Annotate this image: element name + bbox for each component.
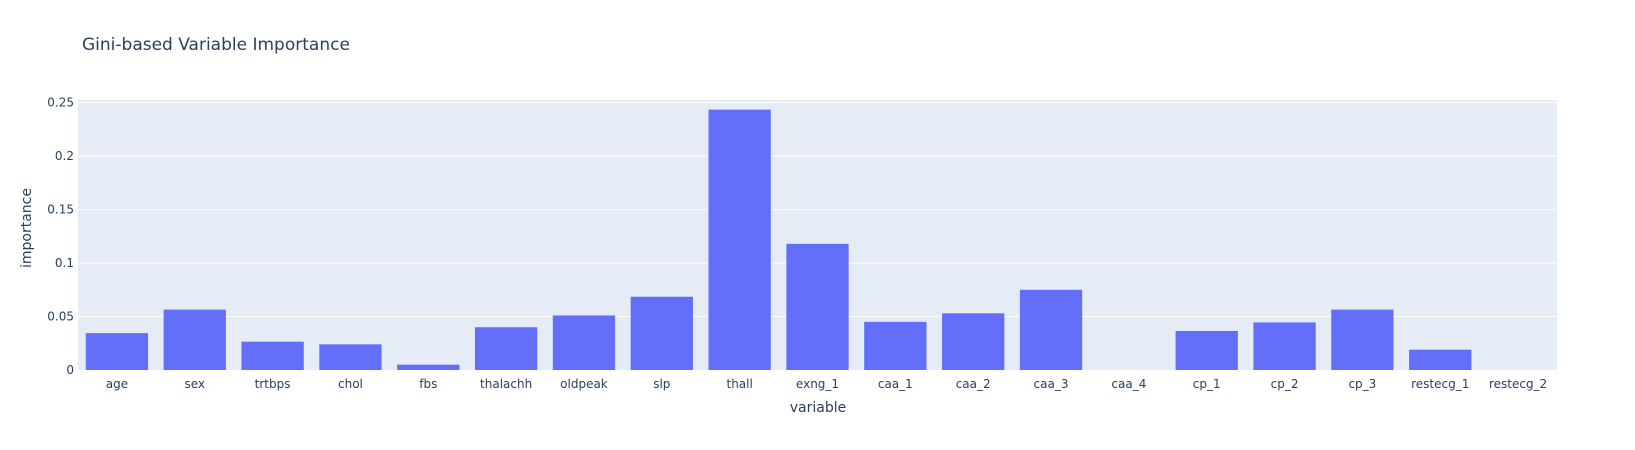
y-axis-ticks: 0 0.05 0.1 0.15 0.2 0.25 [47, 96, 74, 377]
bar-oldpeak [552, 315, 616, 370]
bar-sex [163, 309, 226, 370]
x-axis-title: variable [790, 400, 846, 416]
x-axis-ticks: age sex trtbps chol fbs thalachh oldpeak slp tha… [106, 377, 1547, 391]
x-tick-label: caa_2 [956, 377, 991, 391]
bar-caa_1 [864, 321, 927, 370]
x-tick-label: fbs [419, 377, 437, 391]
x-tick-label: caa_4 [1111, 377, 1146, 391]
x-tick-label: age [106, 377, 128, 391]
x-tick-label: trtbps [255, 377, 291, 391]
x-tick-label: sex [184, 377, 205, 391]
bar-thall [708, 109, 771, 370]
bar-trtbps [241, 341, 304, 370]
x-tick-label: chol [338, 377, 363, 391]
bar-cp_3 [1331, 309, 1394, 370]
bar-age [85, 333, 149, 370]
x-tick-label: restecg_1 [1411, 377, 1469, 391]
x-tick-label: caa_3 [1034, 377, 1069, 391]
y-tick-label: 0.05 [47, 310, 74, 324]
x-tick-label: cp_2 [1271, 377, 1299, 391]
y-tick-label: 0.15 [47, 203, 74, 217]
bars [85, 109, 1472, 370]
x-tick-label: exng_1 [796, 377, 839, 391]
x-tick-label: oldpeak [560, 377, 608, 391]
x-tick-label: cp_1 [1193, 377, 1221, 391]
bar-caa_2 [942, 313, 1005, 370]
x-tick-label: restecg_2 [1489, 377, 1547, 391]
bar-chol [319, 344, 382, 370]
y-tick-label: 0.2 [55, 149, 74, 163]
bar-restecg_1 [1409, 349, 1472, 370]
y-tick-label: 0.1 [55, 256, 74, 270]
x-tick-label: thalachh [480, 377, 532, 391]
y-axis-title: importance [19, 188, 35, 268]
x-tick-label: caa_1 [878, 377, 913, 391]
y-tick-label: 0 [66, 363, 74, 377]
x-tick-label: slp [653, 377, 670, 391]
x-tick-label: thall [726, 377, 752, 391]
y-tick-label: 0.25 [47, 96, 74, 110]
bar-slp [630, 296, 693, 370]
bar-caa_3 [1019, 289, 1083, 370]
bar-cp_2 [1253, 322, 1316, 370]
x-tick-label: cp_3 [1348, 377, 1376, 391]
bar-cp_1 [1175, 330, 1238, 370]
bar-exng_1 [786, 243, 849, 370]
bar-thalachh [474, 327, 538, 370]
bar-fbs [397, 364, 460, 370]
chart-title: Gini-based Variable Importance [82, 35, 350, 55]
